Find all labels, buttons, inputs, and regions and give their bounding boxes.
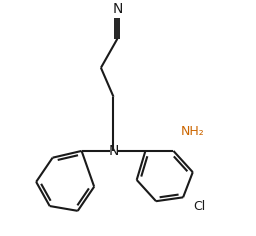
Text: N: N <box>108 144 119 158</box>
Text: NH₂: NH₂ <box>181 125 205 138</box>
Text: N: N <box>112 2 123 16</box>
Text: Cl: Cl <box>193 201 205 214</box>
